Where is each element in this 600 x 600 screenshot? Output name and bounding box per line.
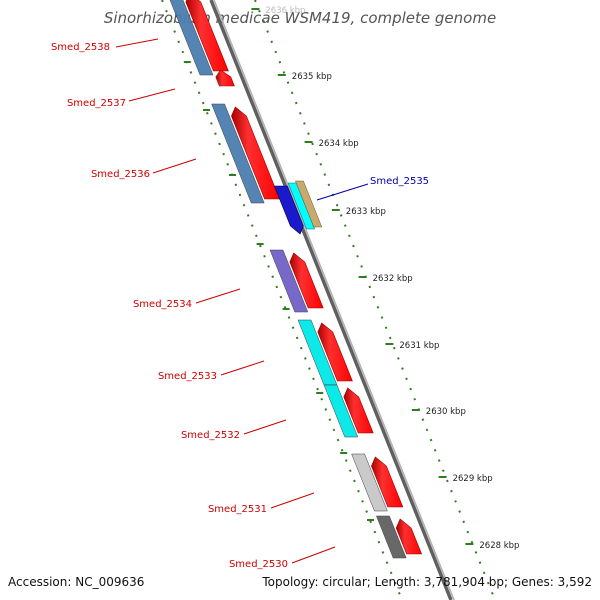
scale-tick-label: 2636 kbp [265,6,305,16]
cog-feature [269,249,309,313]
cds-arrow [231,106,281,200]
cds-arrow-reverse [273,185,304,235]
label-leader-line [243,419,287,435]
scale-tick-label: 2631 kbp [399,341,439,351]
cds-arrow [371,456,404,508]
cds-arrow [395,518,423,555]
cog-feature [351,453,388,512]
gene-label: Smed_2533 [158,371,217,382]
scale-tick-label: 2633 kbp [346,207,386,217]
cog-feature [211,103,265,204]
gene-label: Smed_2538 [51,42,110,53]
scale-tick-label: 2630 kbp [426,407,466,417]
label-leader-line [270,492,315,509]
scale-tick-label: 2634 kbp [319,139,359,149]
label-leader-line [152,158,197,174]
gene-label: Smed_2537 [67,98,126,109]
cog-feature [376,515,407,559]
cds-arrow [289,252,324,309]
cog-feature [169,0,214,76]
scale-tick-label: 2628 kbp [479,541,519,551]
cog-feature [295,180,323,228]
label-leader-line [115,38,159,48]
cds-arrow [343,387,374,434]
scale-tick-label: 2635 kbp [292,72,332,82]
backbone-line-highlight [213,0,455,600]
gene-label: Smed_2534 [133,299,192,310]
gene-label: Smed_2535 [370,176,429,187]
backbone-line [209,0,453,600]
cds-arrow [317,322,353,382]
gene-label: Smed_2531 [208,504,267,515]
cds-arrow [215,69,235,87]
accession-label: Accession: NC_009636 [8,575,145,589]
scale-tick-label: 2629 kbp [453,474,493,484]
label-leader-line [128,88,176,102]
scale-tick-label: 2632 kbp [373,274,413,284]
label-leader-line [220,360,265,376]
gene-label: Smed_2536 [91,169,150,180]
gene-label: Smed_2532 [181,430,240,441]
label-leader-line [316,183,369,201]
inner-tick-track [161,0,403,600]
label-leader-line [195,288,241,304]
gene-label: Smed_2530 [229,559,288,570]
cog-feature [287,182,315,230]
label-leader-line [291,546,336,564]
topology-label: Topology: circular; Length: 3,781,904 bp… [262,575,592,589]
cog-feature [323,384,359,438]
